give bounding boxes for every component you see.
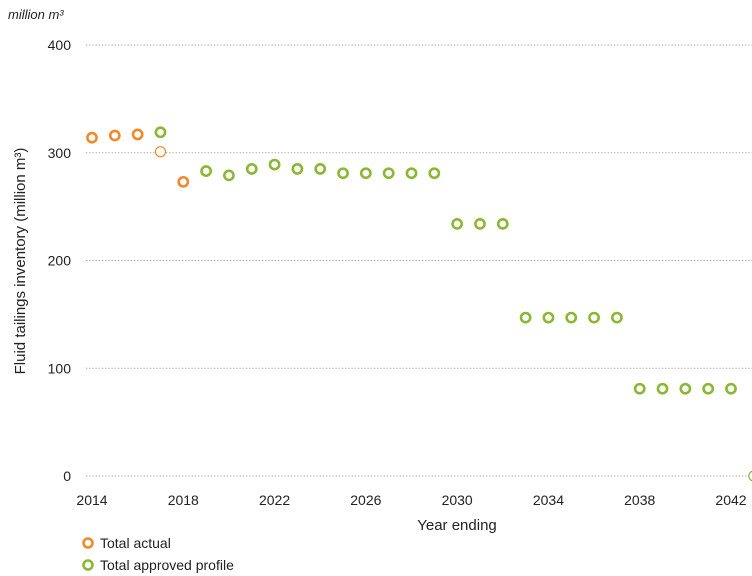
y-tick-label: 400	[48, 37, 72, 53]
legend-item-total-approved-profile: Total approved profile	[82, 557, 234, 573]
x-tick-label: 2014	[76, 492, 107, 508]
legend-marker-total-actual	[82, 537, 94, 549]
x-tick-labels: 2014 2018 2022 2026 2030 2034 2038 2042	[76, 492, 746, 508]
point-total-approved-profile-2032	[496, 217, 509, 230]
point-total-approved-profile-2028	[405, 167, 418, 180]
gridlines	[86, 44, 752, 477]
point-total-approved-profile-2039	[656, 382, 669, 395]
legend-item-total-actual: Total actual	[82, 535, 171, 551]
point-total-approved-profile-2041	[702, 382, 715, 395]
x-tick-label: 2034	[533, 492, 564, 508]
point-total-approved-profile-2035	[565, 311, 578, 324]
point-total-approved-profile-2040	[679, 382, 692, 395]
x-tick-label: 2030	[442, 492, 473, 508]
point-total-approved-profile-2031	[474, 217, 486, 230]
point-total-approved-profile-2037	[610, 311, 623, 324]
point-total-approved-profile-2020	[223, 169, 235, 182]
point-total-actual-2015	[108, 129, 121, 142]
y-tick-label: 0	[63, 468, 71, 484]
y-tick-label: 100	[48, 360, 72, 376]
legend-label-total-approved-profile: Total approved profile	[100, 557, 234, 573]
point-total-approved-profile-2033	[519, 311, 532, 324]
legend-label-total-actual: Total actual	[100, 535, 171, 551]
point-total-approved-profile-2019	[200, 165, 213, 177]
point-total-actual-2016	[131, 128, 144, 141]
point-total-approved-profile-2023	[291, 163, 304, 175]
point-total-approved-profile-2029	[428, 167, 441, 180]
legend-marker-total-approved-profile	[82, 559, 94, 571]
legend: Total actual Total approved profile	[82, 535, 234, 573]
y-tick-labels: 0 100 200 300 400	[48, 37, 72, 484]
point-total-approved-profile-2030	[451, 217, 464, 230]
data-points	[86, 126, 752, 482]
point-total-approved-profile-2027	[382, 167, 395, 180]
point-outline-2043	[748, 470, 752, 482]
y-axis-title: Fluid tailings inventory (million m³)	[12, 148, 29, 375]
point-total-approved-profile-2024	[314, 163, 327, 175]
point-total-approved-profile-2026	[359, 167, 372, 180]
point-total-approved-profile-2021	[245, 163, 258, 175]
point-total-actual-2018	[177, 175, 190, 188]
y-tick-label: 200	[48, 253, 72, 269]
point-total-approved-profile-2017	[154, 126, 167, 139]
unit-label: million m³	[8, 7, 64, 22]
x-tick-label: 2026	[350, 492, 381, 508]
x-axis-title: Year ending	[417, 517, 497, 534]
point-total-approved-profile-2022	[268, 158, 281, 171]
point-total-actual-2014	[86, 131, 98, 144]
point-total-approved-profile-2034	[542, 311, 555, 324]
point-total-approved-profile-2025	[337, 167, 349, 180]
x-tick-label: 2018	[168, 492, 199, 508]
point-total-approved-profile-2038	[633, 382, 646, 395]
point-total-approved-profile-2036	[588, 311, 600, 324]
point-total-approved-profile-2042	[725, 382, 737, 395]
x-tick-label: 2038	[624, 492, 655, 508]
x-tick-label: 2042	[715, 492, 746, 508]
point-outline-2017	[154, 146, 167, 158]
y-tick-label: 300	[48, 145, 72, 161]
x-tick-label: 2022	[259, 492, 290, 508]
